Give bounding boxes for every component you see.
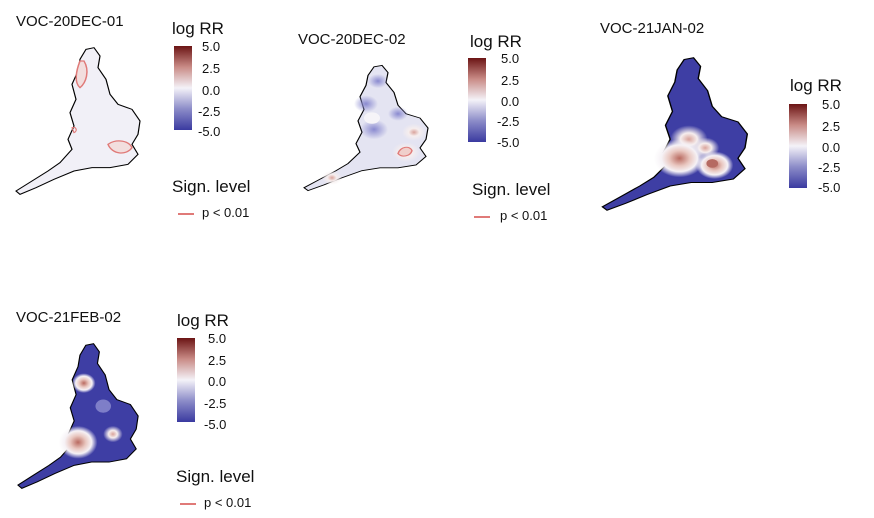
- legend-title: log RR: [177, 311, 229, 330]
- tick-label: -5.0: [818, 180, 841, 195]
- colorbar: [174, 46, 192, 130]
- tick-label: 5.0: [822, 97, 841, 112]
- tick-label: 0.0: [501, 94, 520, 109]
- significance-line-swatch: [180, 503, 196, 505]
- significance-line-swatch: [474, 216, 490, 218]
- tick-label: 2.5: [202, 61, 221, 76]
- significance-label: p < 0.01: [500, 208, 548, 223]
- england-map: [303, 64, 429, 192]
- panel-title: VOC-21FEB-02: [16, 309, 122, 326]
- tick-label: 5.0: [202, 39, 221, 54]
- significance-legend-title: Sign. level: [176, 467, 255, 486]
- england-map: [15, 47, 141, 195]
- significance-legend-title: Sign. level: [472, 180, 551, 199]
- tick-label: -2.5: [198, 104, 221, 119]
- tick-label: 0.0: [822, 140, 841, 155]
- tick-label: 5.0: [501, 51, 520, 66]
- significance-label: p < 0.01: [202, 205, 250, 220]
- tick-label: -2.5: [818, 160, 841, 175]
- tick-label: -2.5: [497, 114, 520, 129]
- significance-label: p < 0.01: [204, 495, 252, 510]
- tick-label: 5.0: [208, 331, 227, 346]
- tick-label: 2.5: [822, 119, 841, 134]
- tick-label: 2.5: [208, 353, 227, 368]
- england-map: [601, 57, 749, 211]
- tick-label: 0.0: [202, 83, 221, 98]
- england-map: [17, 343, 139, 489]
- legend-title: log RR: [470, 32, 522, 51]
- panel-title: VOC-21JAN-02: [600, 20, 705, 37]
- panel-title: VOC-20DEC-01: [16, 13, 124, 30]
- colorbar: [468, 58, 486, 142]
- significance-legend-title: Sign. level: [172, 177, 251, 196]
- tick-label: -5.0: [204, 417, 227, 432]
- panel-title: VOC-20DEC-02: [298, 31, 406, 48]
- significance-line-swatch: [178, 213, 194, 215]
- legend-title: log RR: [172, 19, 224, 38]
- tick-label: -5.0: [198, 124, 221, 139]
- tick-label: 2.5: [501, 73, 520, 88]
- legend-title: log RR: [790, 76, 842, 95]
- tick-label: -2.5: [204, 396, 227, 411]
- tick-label: 0.0: [208, 374, 227, 389]
- colorbar: [177, 338, 195, 422]
- colorbar: [789, 104, 807, 188]
- tick-label: -5.0: [497, 135, 520, 150]
